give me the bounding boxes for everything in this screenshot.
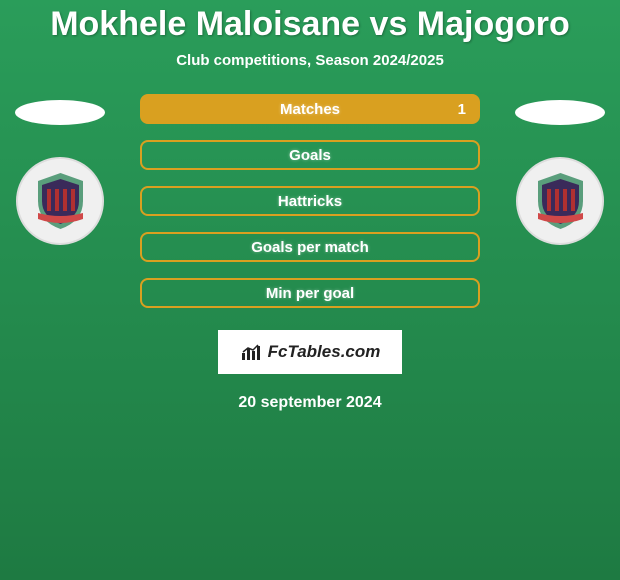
stat-bar-goals: Goals: [140, 140, 480, 170]
player-right-col: [510, 94, 610, 245]
stat-label: Hattricks: [278, 193, 342, 210]
player-right-avatar: [515, 100, 605, 125]
chart-icon: [240, 343, 264, 361]
stat-label: Goals per match: [251, 239, 369, 256]
club-badge-left: [16, 157, 104, 245]
subtitle: Club competitions, Season 2024/2025: [176, 52, 444, 69]
stats-column: Matches 1 Goals Hattricks Goals per matc…: [140, 94, 480, 308]
shield-icon: [533, 171, 588, 231]
stat-bar-min-per-goal: Min per goal: [140, 278, 480, 308]
date-text: 20 september 2024: [238, 394, 381, 412]
stat-label: Matches: [280, 101, 340, 118]
stat-value-right: 1: [458, 101, 466, 118]
stat-label: Goals: [289, 147, 331, 164]
stat-bar-hattricks: Hattricks: [140, 186, 480, 216]
branding-text: FcTables.com: [268, 342, 381, 362]
branding-box[interactable]: FcTables.com: [218, 330, 403, 374]
club-badge-right: [516, 157, 604, 245]
shield-icon: [33, 171, 88, 231]
player-left-col: [10, 94, 110, 245]
player-left-avatar: [15, 100, 105, 125]
stat-bar-matches: Matches 1: [140, 94, 480, 124]
stat-label: Min per goal: [266, 285, 354, 302]
stat-bar-goals-per-match: Goals per match: [140, 232, 480, 262]
page-title: Mokhele Maloisane vs Majogoro: [50, 5, 570, 44]
comparison-row: Matches 1 Goals Hattricks Goals per matc…: [0, 94, 620, 308]
